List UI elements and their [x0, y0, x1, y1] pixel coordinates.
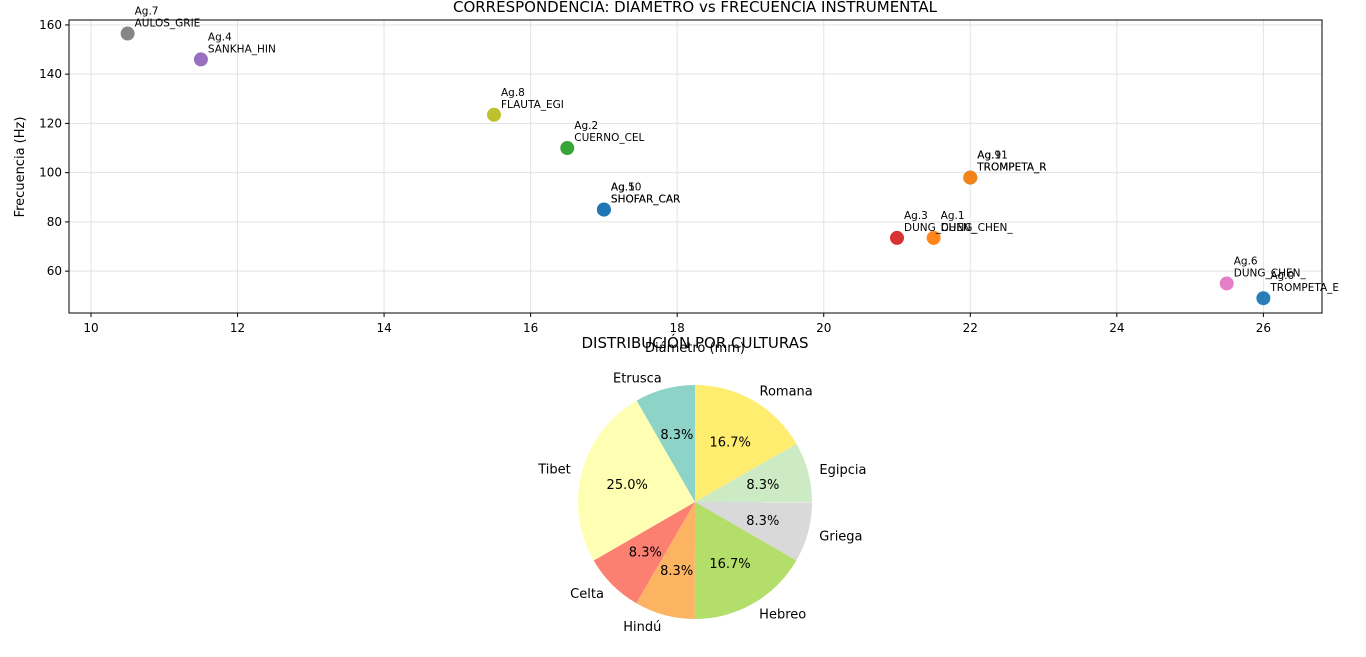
- x-tick-label: 14: [376, 321, 391, 335]
- pie-percent-label: 8.3%: [746, 514, 779, 529]
- pie-percent-label: 8.3%: [629, 546, 662, 561]
- point-id-label: Ag.0: [1270, 270, 1294, 282]
- point-id-label: Ag.10: [611, 182, 642, 194]
- y-tick-label: 80: [47, 215, 62, 229]
- point-name-label: TROMPETA_R: [976, 162, 1046, 174]
- pie-slices: [578, 385, 812, 619]
- y-tick-label: 60: [47, 264, 62, 278]
- scatter-point: [193, 52, 208, 67]
- pie-percent-label: 25.0%: [607, 478, 648, 493]
- scatter-title: CORRESPONDENCIA: DIÁMETRO vs FRECUENCIA …: [453, 0, 938, 16]
- point-name-label: CUERNO_CEL: [574, 132, 644, 144]
- scatter-point: [890, 230, 905, 245]
- point-id-label: Ag.2: [574, 120, 598, 132]
- pie-slice: [578, 400, 695, 561]
- point-id-label: Ag.8: [501, 87, 525, 99]
- scatter-y-ticks: 60 80 100 120 140 160: [39, 18, 69, 278]
- y-tick-label: 140: [39, 67, 62, 81]
- pie-slice: [636, 502, 695, 619]
- x-tick-label: 22: [963, 321, 978, 335]
- scatter-point: [486, 107, 501, 122]
- scatter-annotations: Ag.1DUNG_CHEN_Ag.2CUERNO_CELAg.3DUNG_CHE…: [135, 6, 1339, 295]
- x-tick-label: 12: [230, 321, 245, 335]
- pie-title: DISTRIBUCIÓN POR CULTURAS: [582, 333, 809, 352]
- point-id-label: Ag.3: [904, 210, 928, 222]
- point-name-label: DUNG_CHEN_: [1234, 267, 1307, 279]
- point-name-label: SANKHA_HIN: [208, 43, 276, 55]
- y-tick-label: 120: [39, 116, 62, 130]
- pie-slice: [636, 385, 695, 502]
- scatter-axes-frame: [68, 19, 1323, 314]
- x-tick-label: 18: [670, 321, 685, 335]
- pie-panel: DISTRIBUCIÓN POR CULTURAS 16.7% Romana 8.3…: [537, 333, 866, 635]
- scatter-point: [120, 26, 135, 41]
- x-tick-label: 16: [523, 321, 538, 335]
- y-tick-label: 100: [39, 166, 62, 180]
- point-id-label: Ag.11: [977, 150, 1008, 162]
- scatter-x-ticks: 10 12 14 16 18 20 22 24 26: [83, 313, 1271, 335]
- x-tick-label: 10: [83, 321, 98, 335]
- scatter-point: [963, 170, 978, 185]
- pie-category-label: Griega: [819, 529, 862, 544]
- scatter-grid: [69, 20, 1322, 313]
- x-tick-label: 20: [816, 321, 831, 335]
- point-name-label: SHOFAR_CAR: [611, 194, 680, 206]
- point-name-label: TROMPETA_E: [1269, 282, 1339, 294]
- pie-percent-label: 16.7%: [710, 435, 751, 450]
- point-name-label: SHOFAR_CAR: [611, 194, 680, 206]
- pie-labels: 16.7% Romana 8.3% Egipcia 8.3% Griega 16.7% Heb…: [537, 372, 866, 636]
- point-id-label: Ag.1: [941, 210, 965, 222]
- pie-slice: [695, 502, 812, 561]
- point-id-label: Ag.7: [135, 6, 159, 18]
- pie-category-label: Hebreo: [759, 608, 806, 623]
- scatter-points: [120, 26, 1271, 306]
- scatter-point: [560, 141, 575, 156]
- point-id-label: Ag.4: [208, 31, 232, 43]
- scatter-x-axis-label: Diámetro (mm): [645, 341, 745, 356]
- point-id-label: Ag.6: [1234, 255, 1258, 267]
- scatter-point: [1256, 291, 1271, 306]
- x-tick-label: 26: [1256, 321, 1271, 335]
- scatter-point: [926, 230, 941, 245]
- pie-percent-label: 8.3%: [660, 428, 693, 443]
- point-name-label: TROMPETA_R: [976, 162, 1046, 174]
- scatter-y-axis-label: Frecuencia (Hz): [13, 117, 28, 218]
- pie-slice: [694, 502, 797, 619]
- pie-percent-label: 8.3%: [660, 564, 693, 579]
- point-name-label: FLAUTA_EGI: [501, 99, 564, 111]
- pie-percent-label: 8.3%: [746, 478, 779, 493]
- scatter-point: [1219, 276, 1234, 291]
- pie-category-label: Celta: [570, 587, 604, 602]
- scatter-point: [596, 202, 611, 217]
- point-name-label: DUNG_CHEN_: [941, 222, 1014, 234]
- pie-percent-label: 16.7%: [709, 557, 750, 572]
- point-id-label: Ag.5: [611, 182, 635, 194]
- point-name-label: AULOS_GRIE: [135, 18, 201, 30]
- x-tick-label: 24: [1109, 321, 1124, 335]
- pie-category-label: Egipcia: [819, 463, 866, 478]
- pie-slice: [695, 443, 812, 503]
- pie-category-label: Etrusca: [613, 372, 662, 387]
- pie-category-label: Hindú: [623, 620, 661, 635]
- point-name-label: DUNG_CHEN_: [904, 222, 977, 234]
- y-tick-label: 160: [39, 18, 62, 32]
- pie-slice: [593, 502, 695, 604]
- pie-slice: [695, 385, 797, 502]
- pie-category-label: Tibet: [537, 463, 571, 478]
- pie-category-label: Romana: [760, 385, 813, 400]
- scatter-panel: Ag.1DUNG_CHEN_Ag.2CUERNO_CELAg.3DUNG_CHE…: [13, 0, 1339, 356]
- point-id-label: Ag.9: [977, 150, 1001, 162]
